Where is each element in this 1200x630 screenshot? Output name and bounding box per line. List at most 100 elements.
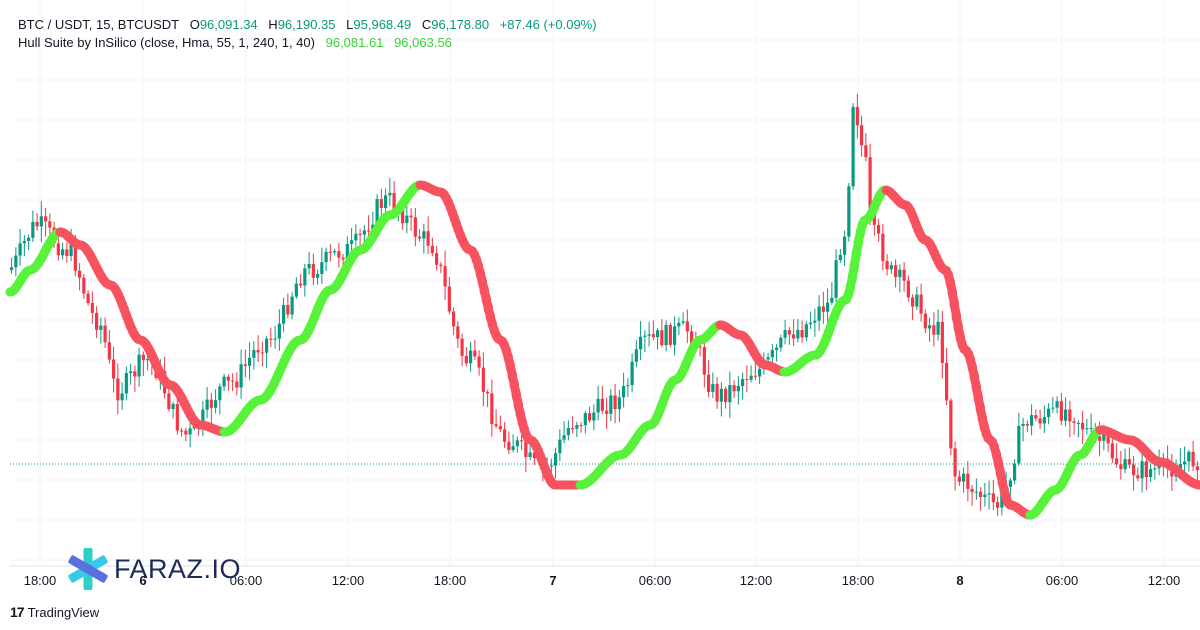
candle-body [273,338,277,340]
candle-body [103,325,107,343]
candle-body [571,428,575,430]
candle-body [741,379,745,387]
candle-body [324,251,328,263]
candle-body [872,213,876,225]
candle-body [724,388,728,403]
candle-body [991,493,995,503]
candle-body [1038,418,1042,424]
candle-body [1042,417,1046,424]
candle-body [558,439,562,454]
candle-body [660,330,664,346]
candle-body [554,453,558,466]
candle-body [503,429,507,442]
candle-body [1059,401,1063,421]
candle-body [1025,423,1029,426]
candle-body [1008,480,1012,487]
candle-body [1110,443,1114,459]
faraz-star-logo-icon [68,548,108,590]
candle-body [1187,451,1191,462]
candle-body [86,293,90,304]
candle-body [10,267,14,270]
chart-grid [10,0,1200,566]
candle-body [277,323,281,339]
candle-body [643,335,647,337]
candle-body [915,294,919,307]
candle-body [350,240,354,244]
candle-body [626,385,630,387]
candle-body [528,452,532,458]
candle-body [1076,422,1080,424]
candle-body [664,324,668,346]
candle-body [796,330,800,339]
candle-body [673,326,677,345]
candle-body [885,260,889,270]
faraz-watermark: FARAZ.IO [64,546,241,592]
candle-body [940,321,944,363]
close-label: C [421,17,432,32]
candle-body [979,491,983,497]
candle-body [622,386,626,398]
candle-body [617,397,621,410]
candle-body [141,354,145,361]
candle-body [167,393,171,409]
candle-body [201,409,205,429]
time-tick-label: 06:00 [1046,573,1079,588]
candle-body [634,349,638,362]
candle-body [418,236,422,239]
candle-body [630,361,634,386]
close-value: 96,178.80 [431,17,490,32]
candle-body [651,334,655,338]
time-tick-label: 12:00 [1148,573,1181,588]
candle-body [881,233,885,261]
candle-body [698,346,702,348]
candle-body [1191,451,1195,467]
candle-body [1034,415,1038,419]
candle-body [575,425,579,429]
candle-body [447,286,451,312]
candle-body [1115,458,1119,465]
candle-body [69,243,73,256]
candle-body [112,359,116,379]
candle-body [936,321,940,335]
candle-body [766,357,770,360]
candle-body [532,452,536,459]
candle-body [22,241,26,244]
candle-body [95,312,99,330]
candle-body [1047,408,1051,418]
candle-body [507,441,511,451]
candle-body [745,379,749,381]
time-tick-label: 18:00 [24,573,57,588]
candle-body [90,303,94,313]
candle-body [231,380,235,382]
candle-body [851,106,855,187]
candle-body [932,325,936,335]
candle-body [970,488,974,492]
candle-body [1119,464,1123,470]
candle-body [469,350,473,364]
candle-body [1127,459,1131,465]
candle-body [120,393,124,401]
candle-body [732,385,736,392]
candle-body [307,264,311,269]
candle-body [953,448,957,477]
candle-body [1153,468,1157,470]
tradingview-branding[interactable]: 17 TradingView [10,604,99,620]
candle-body [681,321,685,323]
candle-body [843,236,847,255]
candle-body [205,399,209,410]
candle-body [44,216,48,222]
candle-body [605,410,609,414]
candle-body [209,399,213,408]
candle-body [456,326,460,339]
time-tick-label: 18:00 [434,573,467,588]
candle-body [1085,428,1089,430]
candle-body [311,264,315,278]
candle-body [613,395,617,410]
candle-body [923,313,927,329]
candle-body [290,296,294,315]
indicator-legend[interactable]: Hull Suite by InSilico (close, Hma, 55, … [18,35,452,50]
candle-body [677,322,681,327]
candle-body [1195,466,1199,471]
candle-body [222,376,226,387]
